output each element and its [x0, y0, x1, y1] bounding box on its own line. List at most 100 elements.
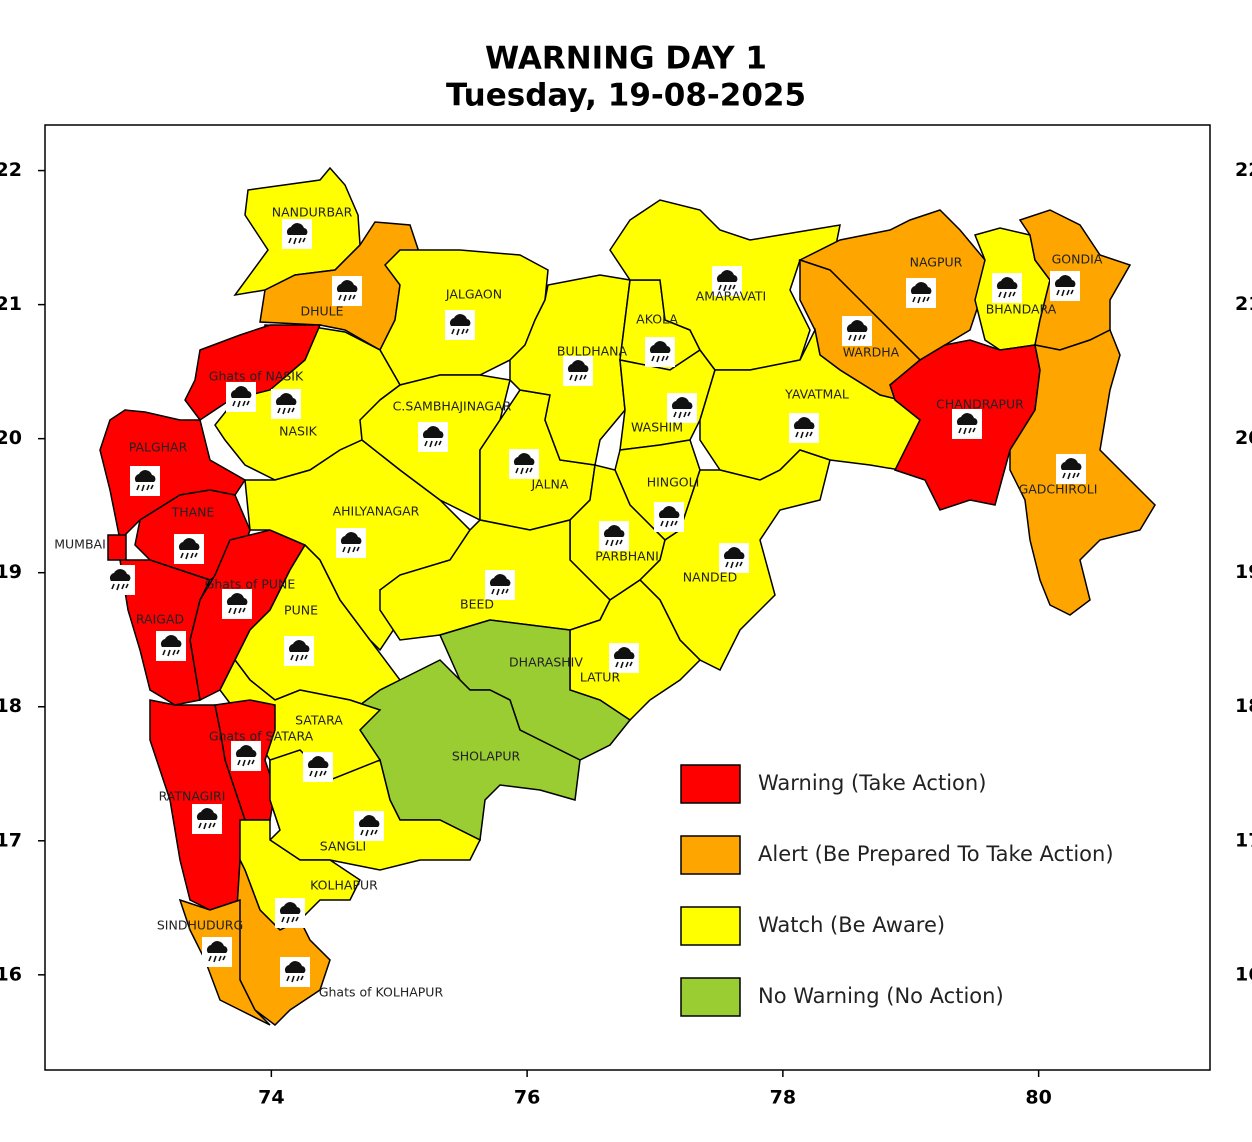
district-label: C.SAMBHAJINAGAR: [393, 399, 512, 414]
legend-label: Alert (Be Prepared To Take Action): [758, 842, 1114, 866]
district-label: HINGOLI: [647, 475, 700, 490]
district: [107, 534, 127, 561]
x-tick-label: 78: [770, 1087, 796, 1109]
rain-icon: [105, 565, 135, 595]
rain-icon: [418, 422, 448, 452]
district-label: Ghats of KOLHAPUR: [319, 985, 444, 1000]
rain-icon: [280, 957, 310, 987]
rain-icon: [719, 543, 749, 573]
district-label: DHARASHIV: [509, 655, 583, 670]
y-tick-label: 18: [0, 695, 22, 717]
legend-swatch: [680, 764, 741, 804]
district-label: RAIGAD: [136, 612, 184, 627]
district-label: PUNE: [284, 603, 318, 618]
rain-icon: [192, 804, 222, 834]
y2-tick-label: 17: [1235, 829, 1252, 851]
district-label: MUMBAI: [54, 537, 106, 552]
rain-icon: [485, 570, 515, 600]
district-label: NANDURBAR: [272, 205, 353, 220]
rain-icon: [156, 631, 186, 661]
rain-icon: [275, 898, 305, 928]
district-label: Ghats of SATARA: [209, 729, 314, 744]
district-label: CHANDRAPUR: [936, 397, 1024, 412]
y2-tick-label: 22: [1235, 159, 1252, 181]
district-label: YAVATMAL: [784, 387, 849, 402]
rain-icon: [284, 636, 314, 666]
legend-label: Watch (Be Aware): [758, 913, 945, 937]
rain-icon: [509, 449, 539, 479]
rain-icon: [282, 219, 312, 249]
district-label: KOLHAPUR: [310, 878, 378, 893]
axes-frame: [44, 124, 1211, 1071]
rain-icon: [667, 393, 697, 423]
rain-icon: [130, 466, 160, 496]
district-label: NASIK: [279, 424, 318, 439]
rain-icon: [654, 502, 684, 532]
district: [184, 324, 322, 422]
x-tick-label: 74: [258, 1087, 284, 1109]
legend-swatch: [680, 977, 741, 1017]
rain-icon: [952, 409, 982, 439]
y-tick-label: 20: [0, 427, 22, 449]
y-tick-label: 17: [0, 829, 22, 851]
district-label: PALGHAR: [129, 440, 188, 455]
rain-icon: [332, 276, 362, 306]
district-label: WASHIM: [631, 420, 683, 435]
y2-tick-label: 16: [1235, 963, 1252, 985]
district-label: LATUR: [580, 670, 621, 685]
rain-icon: [174, 534, 204, 564]
district-label: NANDED: [683, 570, 737, 585]
y-tick-label: 16: [0, 963, 22, 985]
rain-icon: [563, 356, 593, 386]
district-label: GONDIA: [1052, 252, 1103, 267]
district-label: NAGPUR: [910, 255, 963, 270]
subtitle: Tuesday, 19-08-2025: [446, 78, 806, 114]
district-label: DHULE: [300, 304, 343, 319]
y2-tick-label: 19: [1235, 561, 1252, 583]
legend-label: No Warning (No Action): [758, 984, 1004, 1008]
district-label: BHANDARA: [986, 302, 1057, 317]
y-tick-label: 21: [0, 293, 22, 315]
y2-tick-label: 18: [1235, 695, 1252, 717]
district-label: SINDHUDURG: [157, 918, 243, 933]
rain-icon: [609, 643, 639, 673]
rain-icon: [599, 521, 629, 551]
rain-icon: [303, 752, 333, 782]
district-label: BULDHANA: [557, 344, 628, 359]
rain-icon: [354, 811, 384, 841]
x-tick-label: 76: [514, 1087, 540, 1109]
district-label: AKOLA: [636, 312, 678, 327]
rain-icon: [906, 278, 936, 308]
legend-swatch: [680, 835, 741, 875]
legend: Warning (Take Action) Alert (Be Prepared …: [680, 764, 1114, 1017]
legend-label: Warning (Take Action): [758, 771, 986, 795]
district-label: BEED: [460, 597, 494, 612]
y-tick-label: 19: [0, 561, 22, 583]
district-label: THANE: [171, 505, 215, 520]
district-label: SATARA: [295, 713, 343, 728]
axis-ticks: 74 76 78 80 16 17 18 19 20 21 22 16 17 18 19 20 21 22: [0, 159, 1252, 1108]
rain-icon: [789, 413, 819, 443]
district-label: PARBHANI: [595, 549, 659, 564]
rain-icon: [271, 389, 301, 419]
y2-tick-label: 20: [1235, 427, 1252, 449]
legend-swatch: [680, 906, 741, 946]
rain-icon: [202, 937, 232, 967]
rain-icon: [645, 337, 675, 367]
district-label: SANGLI: [320, 839, 366, 854]
district-label: AMARAVATI: [696, 289, 766, 304]
rain-icon: [336, 528, 366, 558]
rain-icon: [1056, 454, 1086, 484]
rain-icon: [231, 741, 261, 771]
title: WARNING DAY 1: [485, 41, 767, 77]
rain-icon: [222, 589, 252, 619]
district-label: JALNA: [531, 477, 569, 492]
district-label: WARDHA: [843, 345, 900, 360]
y2-tick-label: 21: [1235, 293, 1252, 315]
rain-icon: [842, 316, 872, 346]
district-label: JALGAON: [445, 287, 502, 302]
district-label: AHILYANAGAR: [333, 504, 420, 519]
district-label: RATNAGIRI: [159, 789, 226, 804]
district-labels: NANDURBAR DHULE JALGAON NASIK Ghats of NASIK…: [54, 205, 1103, 1000]
